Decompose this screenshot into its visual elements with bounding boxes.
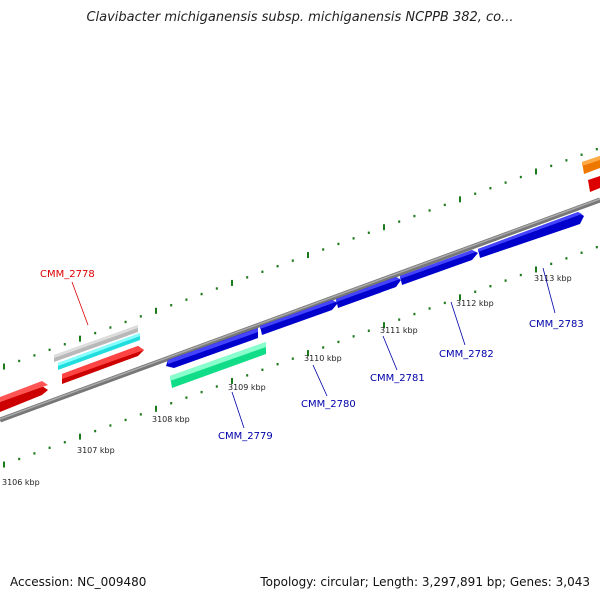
tick-label: 3108 kbp xyxy=(152,415,190,424)
cds-right-orange[interactable] xyxy=(582,156,600,174)
tick-label: 3107 kbp xyxy=(77,446,115,455)
gene-label-cmm-2782[interactable]: CMM_2782 xyxy=(439,349,494,360)
tick-labels: 3106 kbp 3107 kbp 3108 kbp 3109 kbp 3110… xyxy=(2,274,572,487)
cds-cmm-2782-blue[interactable] xyxy=(400,250,478,285)
outer-tick-row xyxy=(3,147,598,370)
tick-label: 3111 kbp xyxy=(380,326,418,335)
gene-label-cmm-2778[interactable]: CMM_2778 xyxy=(40,269,95,280)
gene-label-cmm-2779[interactable]: CMM_2779 xyxy=(218,431,273,442)
cds-cmm-2779-green[interactable] xyxy=(170,342,266,388)
tick-label: 3112 kbp xyxy=(456,299,494,308)
cds-left-red[interactable] xyxy=(0,381,48,412)
gene-labels: CMM_2778 CMM_2779 CMM_2780 CMM_2781 CMM_… xyxy=(40,267,584,442)
gene-label-cmm-2783[interactable]: CMM_2783 xyxy=(529,319,584,330)
cds-cmm-2778-cyan[interactable] xyxy=(58,333,140,370)
tick-label: 3113 kbp xyxy=(534,274,572,283)
tick-label: 3110 kbp xyxy=(304,354,342,363)
cds-blue-1[interactable] xyxy=(166,328,258,368)
cds-cmm-2778-red[interactable] xyxy=(62,346,144,384)
cds-right-red[interactable] xyxy=(588,176,600,192)
tick-label: 3109 kbp xyxy=(228,383,266,392)
genome-backbone xyxy=(0,197,600,423)
gene-label-cmm-2780[interactable]: CMM_2780 xyxy=(301,399,356,410)
tick-label: 3106 kbp xyxy=(2,478,40,487)
genome-summary-text: Topology: circular; Length: 3,297,891 bp… xyxy=(260,575,590,589)
gene-label-cmm-2781[interactable]: CMM_2781 xyxy=(370,373,425,384)
cds-cmm-2783-blue[interactable] xyxy=(478,212,584,258)
cds-features xyxy=(0,156,600,412)
map-title: Clavibacter michiganensis subsp. michiga… xyxy=(86,10,514,25)
cds-cmm-2781-blue[interactable] xyxy=(336,277,401,308)
cds-cmm-2780-blue[interactable] xyxy=(260,300,338,335)
inner-tick-row xyxy=(3,245,598,468)
accession-text: Accession: NC_009480 xyxy=(10,575,147,589)
cds-cmm-2778-gray[interactable] xyxy=(54,325,138,362)
